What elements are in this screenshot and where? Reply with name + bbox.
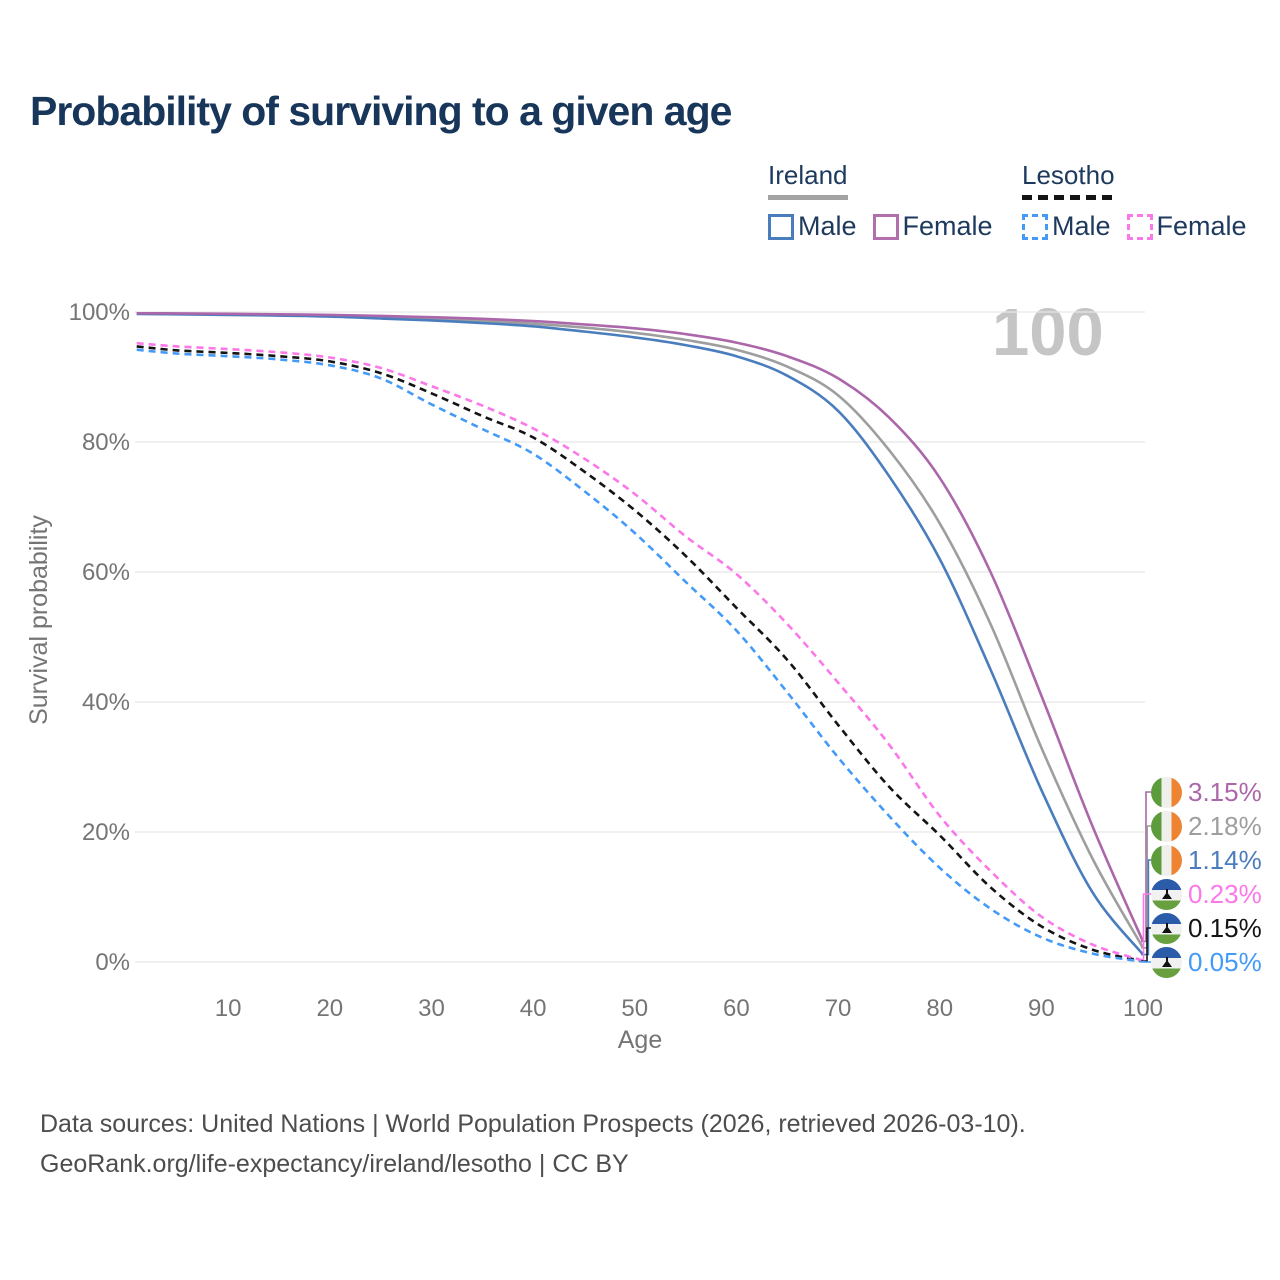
- legend-country-lesotho[interactable]: Lesotho: [1022, 160, 1115, 190]
- end-label-row-ls_male: 0.05%: [1151, 945, 1262, 979]
- lesotho-flag-icon: [1151, 946, 1182, 978]
- series-line-ie_all[interactable]: [136, 312, 1145, 949]
- end-label-row-ie_female: 3.15%: [1151, 775, 1262, 809]
- lesotho-flag-icon: [1151, 878, 1182, 910]
- end-label-value-ie_male: 1.14%: [1188, 844, 1262, 875]
- ireland-flag-icon: [1151, 776, 1182, 808]
- y-tick-label-80: 80%: [82, 429, 130, 456]
- lesotho-flag-icon: [1151, 912, 1182, 944]
- y-tick-label-0: 0%: [95, 949, 130, 976]
- ireland-female-swatch[interactable]: [872, 213, 899, 240]
- x-tick-label-60: 60: [723, 995, 750, 1022]
- ireland-solid-line-swatch: [768, 195, 848, 200]
- x-tick-label-80: 80: [926, 995, 953, 1022]
- y-axis-title: Survival probability: [25, 515, 53, 725]
- legend-country-ireland[interactable]: Ireland: [768, 160, 848, 190]
- x-tick-label-70: 70: [825, 995, 852, 1022]
- footer-attribution: GeoRank.org/life-expectancy/ireland/leso…: [40, 1150, 629, 1178]
- x-tick-label-90: 90: [1028, 995, 1055, 1022]
- ireland-flag-icon: [1151, 810, 1182, 842]
- legend-item-lesotho-male[interactable]: Male: [1052, 211, 1111, 241]
- end-label-row-ie_all: 2.18%: [1151, 809, 1262, 843]
- series-line-ie_male[interactable]: [136, 312, 1145, 956]
- series-line-ls_male[interactable]: [136, 348, 1144, 963]
- x-tick-label-40: 40: [520, 995, 547, 1022]
- x-tick-label-30: 30: [418, 995, 445, 1022]
- page-title: Probability of surviving to a given age: [30, 88, 732, 134]
- connector-ie_male: [1141, 859, 1151, 956]
- footer: Data sources: United Nations | World Pop…: [40, 1104, 1026, 1184]
- lesotho-female-swatch[interactable]: [1126, 213, 1153, 240]
- lesotho-dashed-line-swatch: [1022, 195, 1112, 200]
- legend-item-ireland-female[interactable]: Female: [902, 211, 993, 241]
- y-tick-label-60: 60%: [82, 559, 130, 586]
- x-tick-label-10: 10: [215, 995, 242, 1022]
- lesotho-male-swatch[interactable]: [1022, 213, 1048, 240]
- series-line-ls_all[interactable]: [136, 345, 1144, 963]
- x-tick-label-50: 50: [621, 995, 648, 1022]
- series-line-ie_female[interactable]: [136, 312, 1145, 943]
- y-tick-label-40: 40%: [82, 689, 130, 716]
- ireland-male-swatch[interactable]: [768, 213, 794, 240]
- legend-group-ireland: Ireland Male Female: [768, 160, 1009, 242]
- end-label-row-ls_all: 0.15%: [1151, 911, 1262, 945]
- connector-ie_female: [1141, 791, 1151, 943]
- series-line-ls_female[interactable]: [136, 341, 1144, 962]
- legend-group-lesotho: Lesotho Male Female: [1022, 160, 1263, 242]
- y-tick-label-20: 20%: [82, 819, 130, 846]
- end-label-value-ie_female: 3.15%: [1188, 776, 1262, 807]
- end-label-value-ls_female: 0.23%: [1188, 878, 1262, 909]
- end-label-value-ls_all: 0.15%: [1188, 912, 1262, 943]
- x-tick-label-20: 20: [316, 995, 343, 1022]
- ireland-flag-icon: [1151, 844, 1182, 876]
- footer-sources: Data sources: United Nations | World Pop…: [40, 1110, 1026, 1138]
- y-tick-label-100: 100%: [69, 299, 130, 326]
- x-tick-label-100: 100: [1123, 995, 1163, 1022]
- end-label-row-ls_female: 0.23%: [1151, 877, 1262, 911]
- age-100-watermark: 100: [992, 295, 1104, 370]
- end-label-row-ie_male: 1.14%: [1151, 843, 1262, 877]
- legend-item-ireland-male[interactable]: Male: [798, 211, 857, 241]
- x-axis-title: Age: [618, 1026, 662, 1054]
- end-label-value-ls_male: 0.05%: [1188, 946, 1262, 977]
- legend-item-lesotho-female[interactable]: Female: [1156, 211, 1247, 241]
- end-label-value-ie_all: 2.18%: [1188, 810, 1262, 841]
